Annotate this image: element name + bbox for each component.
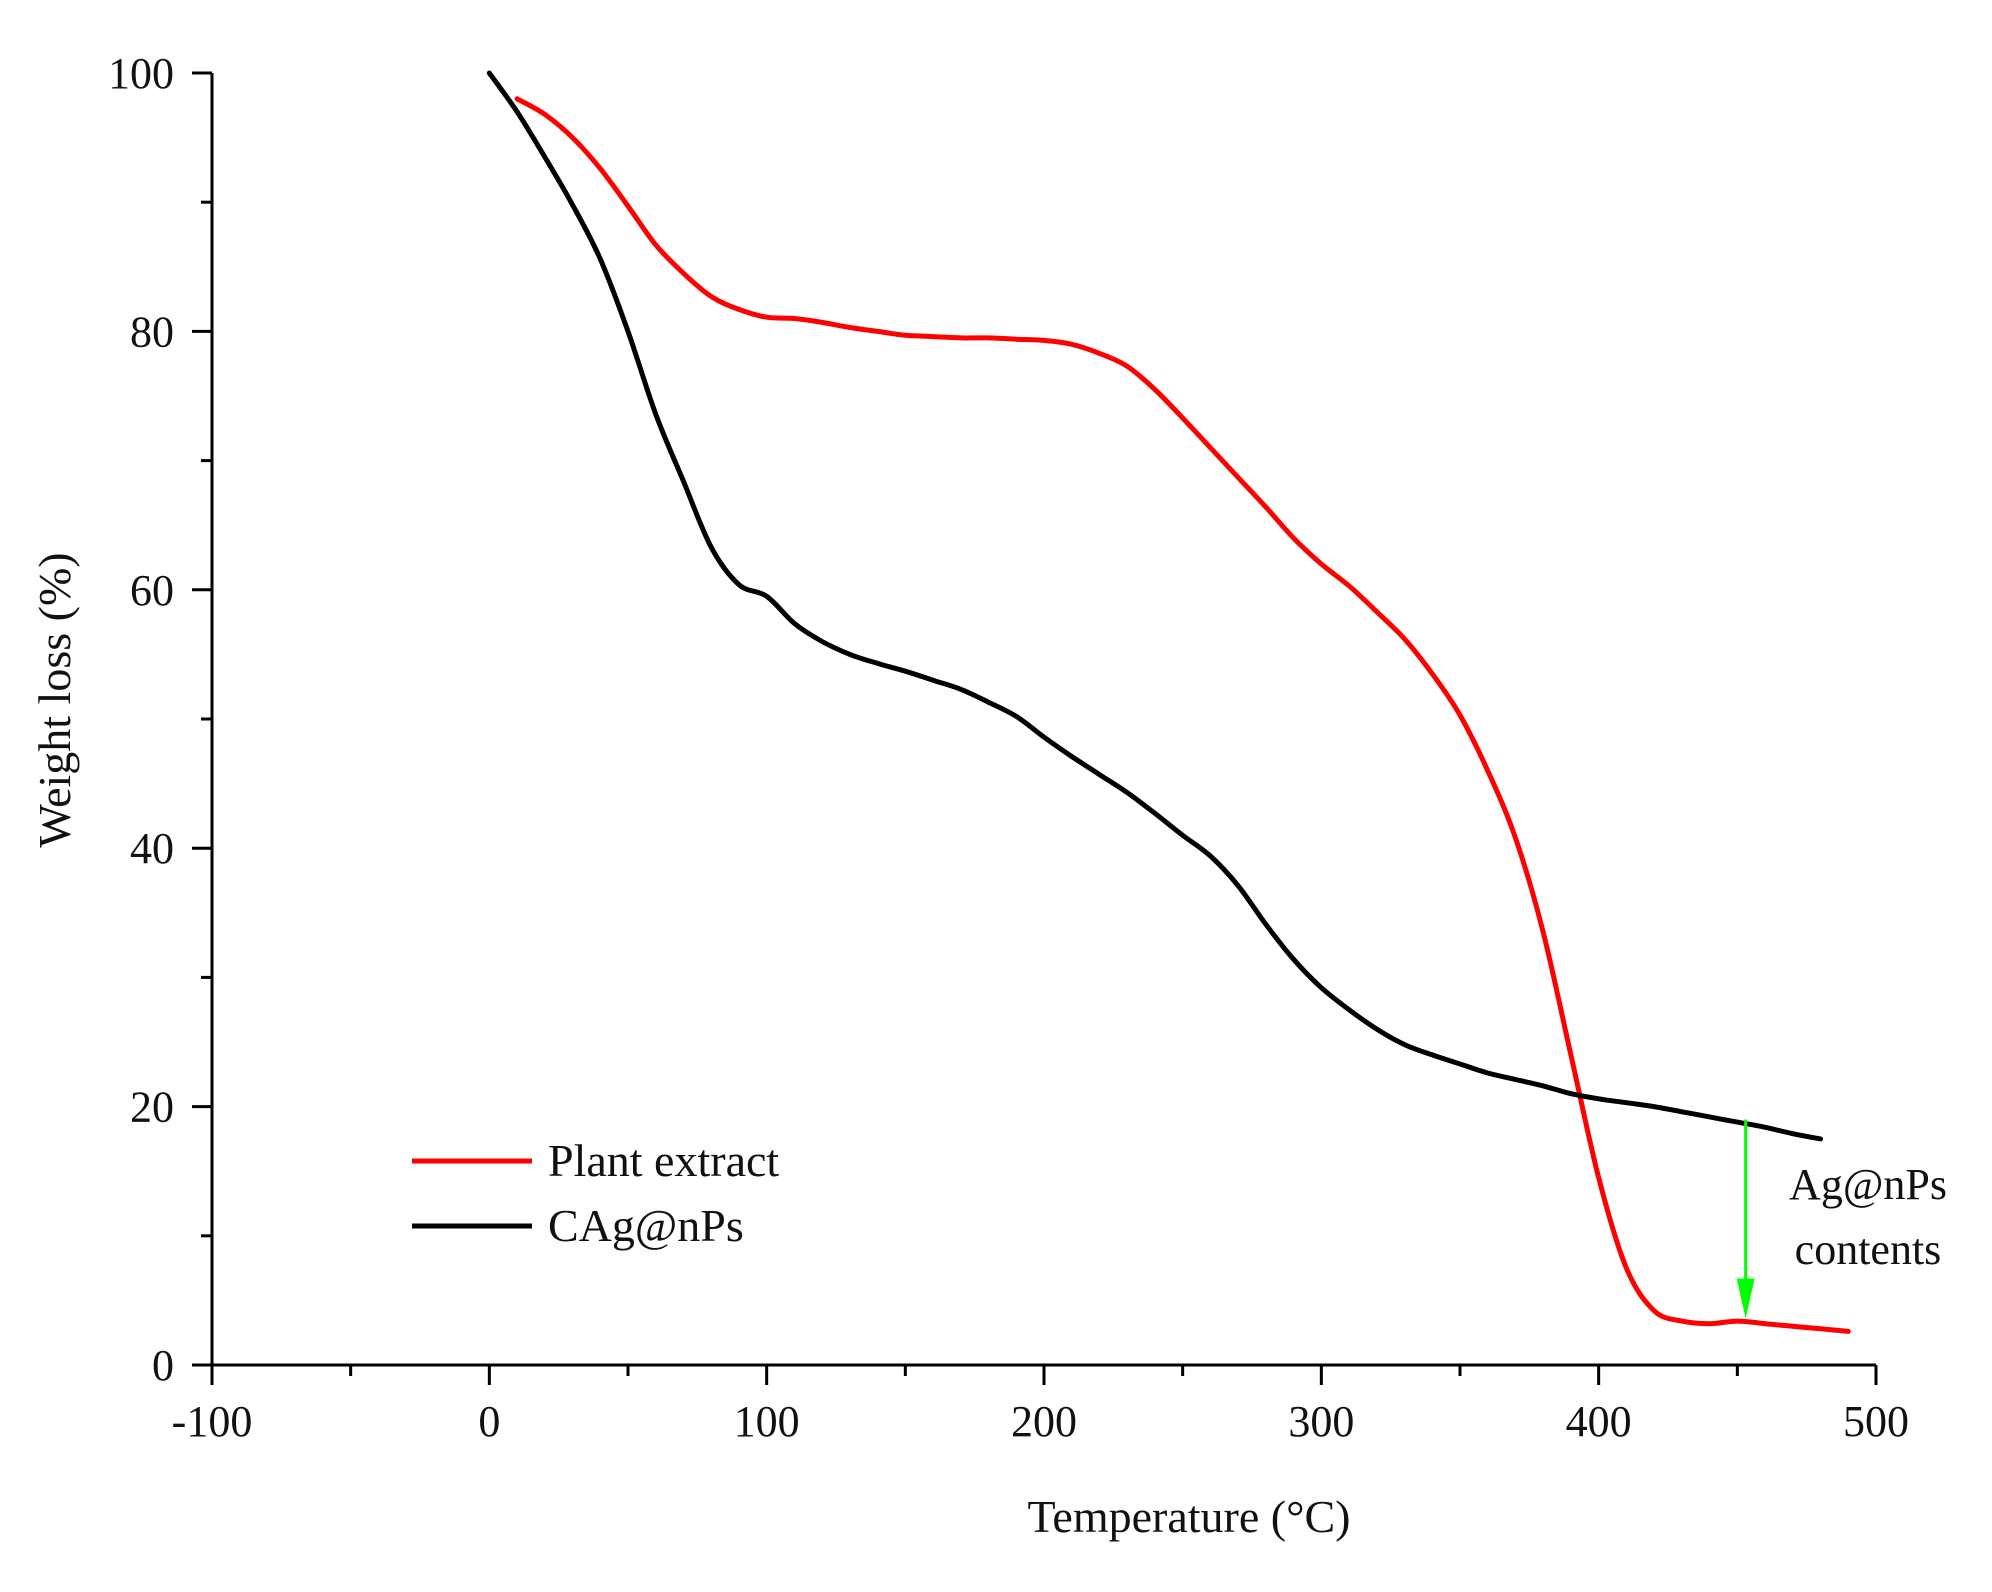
x-axis-ticks: -100 0 100 200 300 400 500: [172, 1365, 1909, 1446]
annotation-arrow: [1736, 1119, 1755, 1319]
x-tick-label: 100: [734, 1397, 800, 1446]
x-tick-label: 300: [1288, 1397, 1354, 1446]
annotation-text: Ag@nPs contents: [1789, 1160, 1947, 1274]
x-axis-title: Temperature (°C): [1028, 1491, 1351, 1542]
y-tick-label: 40: [130, 824, 174, 873]
y-axis-ticks: 0 20 40 60 80 100: [108, 49, 212, 1390]
y-tick-label: 20: [130, 1083, 174, 1132]
annotation-line-2: contents: [1795, 1225, 1942, 1274]
series-group: [486, 70, 1851, 1334]
series-line-cag-nps: [486, 70, 1823, 1142]
annotation-arrow-head: [1736, 1278, 1755, 1319]
y-tick-label: 0: [152, 1341, 174, 1390]
x-tick-label: 500: [1843, 1397, 1909, 1446]
series-line-plant-extract: [514, 96, 1851, 1334]
y-tick-label: 100: [108, 49, 174, 98]
legend: Plant extract CAg@nPs: [412, 1135, 779, 1251]
plot-area: -100 0 100 200 300 400 500 0 20 40 60 80 100: [108, 49, 1909, 1446]
x-tick-label: 0: [478, 1397, 500, 1446]
y-axis-title: Weight loss (%): [29, 552, 80, 847]
annotation-line-1: Ag@nPs: [1789, 1160, 1947, 1209]
x-tick-label: 200: [1011, 1397, 1077, 1446]
x-tick-label: 400: [1566, 1397, 1632, 1446]
y-tick-label: 60: [130, 566, 174, 615]
legend-label-cag-nps: CAg@nPs: [548, 1200, 744, 1251]
legend-label-plant-extract: Plant extract: [548, 1135, 779, 1186]
x-tick-label: -100: [172, 1397, 253, 1446]
y-tick-label: 80: [130, 307, 174, 356]
